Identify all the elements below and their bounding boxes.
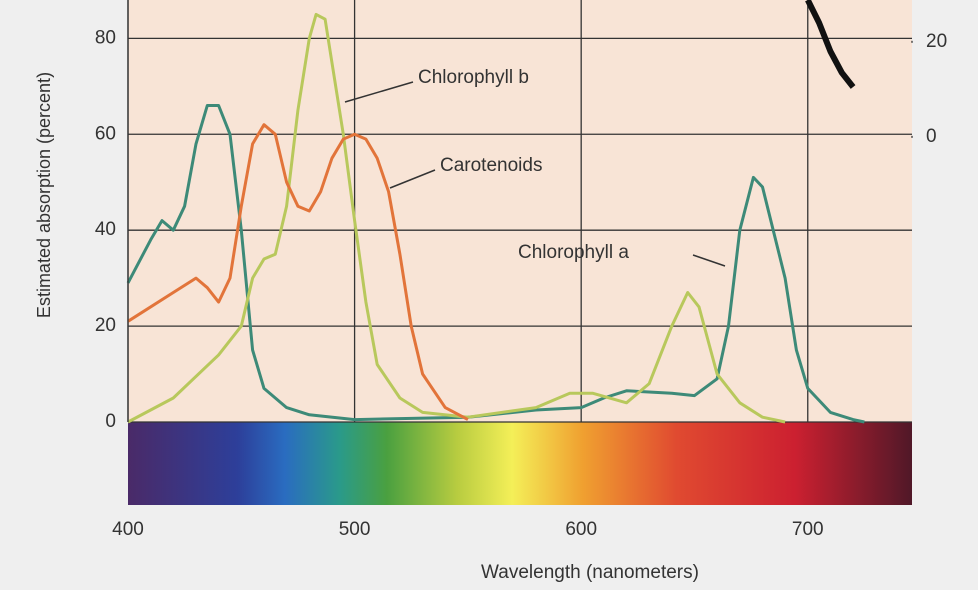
y2-tick-label: 0 [926, 126, 937, 147]
y2-tick-label: 20 [926, 31, 947, 52]
y-tick-label: 0 [105, 411, 116, 432]
label-leader [692, 254, 726, 267]
series-line [805, 0, 856, 89]
x-tick-label: 500 [339, 519, 371, 540]
y-tick-label: 20 [95, 315, 116, 336]
series-label: Chlorophyll b [418, 67, 529, 88]
x-tick-label: 400 [112, 519, 144, 540]
y-tick-label: 80 [95, 27, 116, 48]
series-line [127, 12, 786, 424]
y-tick-label: 40 [95, 219, 116, 240]
series-line [126, 104, 865, 424]
series-line [127, 123, 469, 421]
spectrum [128, 422, 912, 505]
x-tick-label: 700 [792, 519, 824, 540]
series-label: Carotenoids [440, 155, 542, 176]
label-leader [344, 81, 414, 103]
plot-area [128, 0, 912, 422]
label-leader [389, 169, 436, 189]
series-label: Chlorophyll a [518, 242, 629, 263]
y-axis-label: Estimated absorption (percent) [34, 72, 54, 318]
x-tick-label: 600 [565, 519, 597, 540]
x-axis-label: Wavelength (nanometers) [481, 562, 699, 583]
y-tick-label: 60 [95, 123, 116, 144]
